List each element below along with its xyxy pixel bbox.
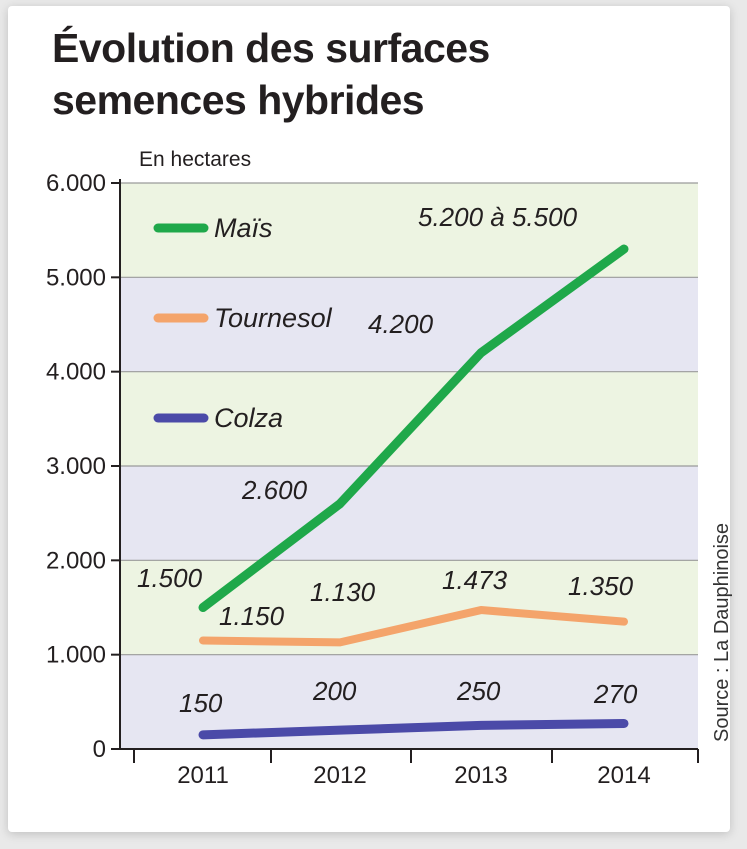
- data-label: 2.600: [241, 475, 308, 505]
- legend-label: Tournesol: [214, 303, 333, 333]
- data-label: 270: [593, 679, 638, 709]
- y-tick-label: 5.000: [46, 264, 106, 291]
- legend-label: Maïs: [214, 213, 273, 243]
- x-tick-label: 2011: [177, 762, 229, 789]
- source-label: Source : La Dauphinoise: [711, 523, 733, 742]
- data-label: 1.130: [310, 577, 376, 607]
- y-tick-label: 0: [93, 736, 106, 763]
- x-tick-label: 2014: [597, 762, 650, 789]
- data-label: 4.200: [368, 309, 434, 339]
- x-tick-label: 2013: [454, 762, 507, 789]
- chart-title-line-1: Évolution des surfaces: [52, 25, 490, 71]
- data-label: 200: [312, 676, 357, 706]
- plot-band: [120, 371, 698, 466]
- plot-band: [120, 466, 698, 561]
- series-line-1: [199, 606, 628, 647]
- plot-band: [120, 277, 698, 372]
- y-tick-label: 4.000: [46, 359, 106, 386]
- y-tick-label: 1.000: [46, 642, 106, 669]
- legend-label: Colza: [214, 403, 283, 433]
- chart-title-line-2: semences hybrides: [52, 77, 425, 123]
- series-line-0: [198, 244, 629, 612]
- data-label: 1.473: [442, 565, 508, 595]
- x-tick-label: 2012: [313, 762, 366, 789]
- data-label: 1.500: [137, 563, 203, 593]
- data-label: 1.150: [219, 601, 285, 631]
- y-tick-label: 6.000: [46, 170, 106, 197]
- chart-title: Évolution des surfaces semences hybrides: [52, 22, 692, 126]
- series-line-2: [198, 719, 629, 740]
- data-label: 5.200 à 5.500: [418, 202, 578, 232]
- y-tick-label: 2.000: [46, 547, 106, 574]
- data-label: 150: [179, 688, 223, 718]
- data-label: 1.350: [568, 571, 634, 601]
- y-tick-label: 3.000: [46, 453, 106, 480]
- data-label: 250: [456, 676, 501, 706]
- unit-label: En hectares: [139, 148, 251, 171]
